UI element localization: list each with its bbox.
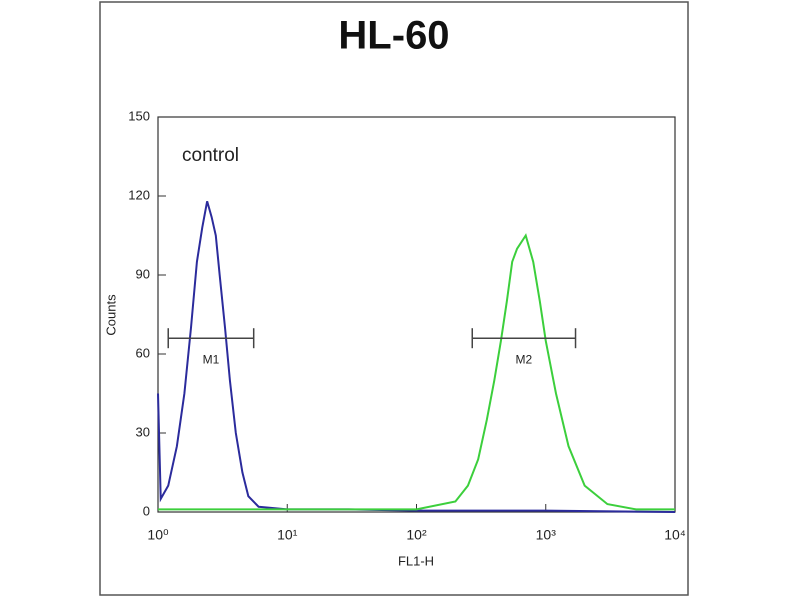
x-tick-label: 10⁰ (147, 527, 169, 543)
annotation: control (182, 145, 239, 166)
x-tick-label: 10⁴ (664, 527, 686, 543)
y-tick-label: 0 (143, 503, 150, 518)
y-tick-label: 150 (128, 108, 150, 123)
plot-area (157, 116, 676, 513)
histogram-line (157, 200, 676, 513)
gate-label: M2 (516, 352, 533, 366)
x-tick-label: 10³ (536, 527, 557, 543)
y-tick-label: 90 (136, 266, 150, 281)
chart-title: HL-60 (338, 14, 449, 58)
y-axis-label: Counts (103, 294, 118, 336)
y-tick-label: 60 (136, 345, 150, 360)
frame (99, 1, 689, 596)
y-tick-label: 30 (136, 424, 150, 439)
y-tick-label: 120 (128, 187, 150, 202)
histogram-line (158, 233, 675, 511)
x-tick-label: 10² (406, 527, 427, 543)
x-tick-label: 10¹ (277, 527, 298, 543)
x-axis-label: FL1-H (398, 553, 434, 568)
gate-label: M1 (203, 352, 220, 366)
